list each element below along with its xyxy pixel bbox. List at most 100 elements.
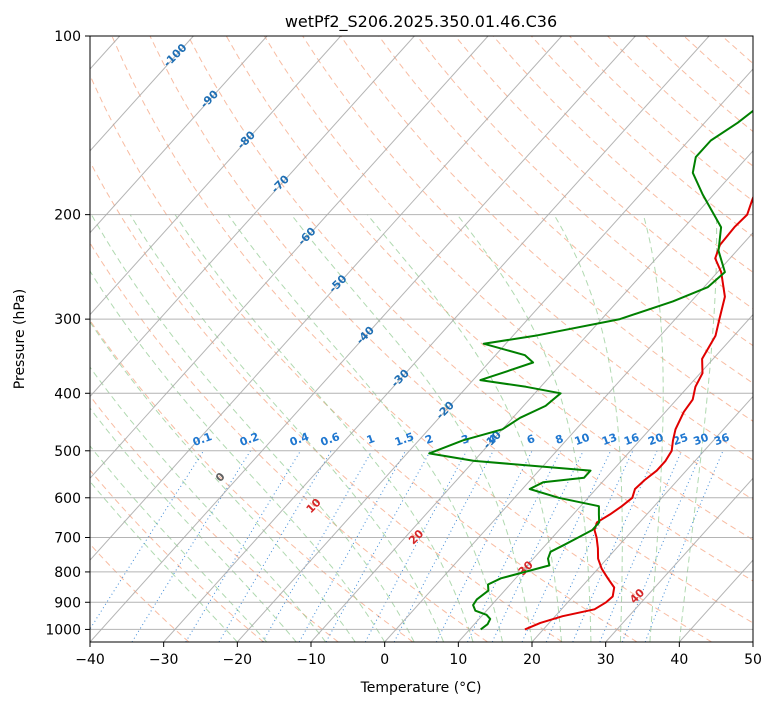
isotherm-line [90, 36, 415, 398]
isotherm-line [163, 36, 710, 642]
dry-adiabat-line [225, 36, 753, 541]
x-tick-label: −20 [223, 652, 253, 668]
moist-adiabat-line [642, 214, 664, 642]
y-tick-label: 600 [54, 491, 81, 507]
y-tick-label: 1000 [45, 622, 81, 638]
isotherm-line [236, 68, 753, 642]
moist-adiabat-line [553, 214, 623, 642]
moist-adiabat-line [129, 214, 445, 642]
y-tick-label: 400 [54, 386, 81, 402]
isotherm-line [531, 395, 753, 642]
mixing-ratio-label: 1 [365, 432, 377, 447]
isotherm-line [310, 150, 753, 642]
mixing-ratio-line [364, 450, 468, 642]
dry-adiabat-line [111, 36, 712, 642]
plot-background-lines [90, 36, 775, 642]
mixing-ratio-label: 4 [486, 432, 498, 447]
axis-ticks: −40 −30 −20 −10 0 10 20 30 40 5010020030040050060… [45, 29, 762, 668]
x-tick-label: −40 [75, 652, 105, 668]
x-tick-label: 0 [380, 652, 389, 668]
dry-adiabat-line [90, 242, 488, 642]
mixing-ratio-line [90, 450, 205, 630]
dry-adiabat-line [90, 160, 563, 642]
x-tick-label: 50 [744, 652, 762, 668]
y-tick-label: 200 [54, 208, 81, 224]
dry-adiabat-line [454, 36, 753, 310]
moist-adiabat-line [456, 214, 592, 642]
isotherm-line [90, 36, 636, 642]
profile-series [428, 109, 753, 631]
mixing-ratio-line [467, 450, 562, 642]
dry-adiabat-line [607, 36, 753, 167]
mixing-ratio-label: 16 [622, 431, 641, 449]
mixing-ratio-label: 30 [692, 431, 711, 449]
x-tick-label: 20 [523, 652, 541, 668]
x-tick-label: 40 [670, 652, 688, 668]
reference-line-labels: -100-90-80-70-60-50-40-30-20-100.1 0.2 0.4… [161, 41, 732, 606]
y-tick-label: 100 [54, 29, 81, 45]
mixing-ratio-label: 25 [671, 431, 690, 448]
mixing-ratio-line [599, 450, 683, 642]
dry-adiabat-line [683, 36, 753, 98]
moist-adiabat-line [90, 270, 386, 642]
moist-adiabat-line [290, 214, 533, 642]
dry-adiabat-line [760, 36, 775, 642]
isotherm-line [605, 477, 753, 642]
isotherm-line [384, 231, 753, 642]
mixing-ratio-line [621, 450, 703, 642]
moist-adiabat-line [90, 321, 356, 642]
isotherm-line [752, 641, 753, 642]
isotherm-line [90, 36, 268, 234]
mixing-ratio-line [185, 450, 301, 642]
y-tick-label: 300 [54, 312, 81, 328]
moist-adiabat-line [367, 214, 562, 642]
mixing-ratio-label: 1.5 [393, 430, 416, 449]
dry-adiabat-line [90, 543, 190, 642]
isotherm-line [90, 36, 342, 316]
dewpoint-profile-line [428, 109, 753, 631]
mixing-ratio-label: 0.1 [191, 430, 214, 449]
mixing-ratio-label: 8 [554, 432, 566, 447]
mixing-ratio-label: 13 [600, 431, 619, 448]
moist-adiabat-line [90, 480, 238, 642]
isotherm-line [457, 313, 753, 642]
dry-adiabat-line [90, 469, 264, 642]
x-tick-label: −30 [149, 652, 179, 668]
dry-adiabat-line [416, 36, 753, 347]
isotherm-line [90, 36, 489, 480]
plot-frame [89, 35, 754, 643]
y-axis-label: Pressure (hPa) [12, 289, 28, 389]
isotherm-line [90, 36, 194, 152]
dry-adiabat-label: 0 [213, 470, 228, 485]
isotherm-line [678, 559, 753, 642]
mixing-ratio-label: 20 [646, 431, 665, 449]
mixing-ratio-line [262, 450, 373, 642]
y-tick-label: 800 [54, 565, 81, 581]
moist-adiabat-line [90, 214, 415, 642]
dry-adiabat-label: 40 [627, 586, 647, 606]
x-axis-label: Temperature (°C) [360, 680, 482, 696]
moist-adiabat-line [678, 214, 718, 642]
isotherm-line [90, 36, 563, 561]
mixing-ratio-label: 10 [573, 431, 592, 449]
moist-adiabat-line [227, 214, 503, 642]
dry-adiabat-line [530, 36, 753, 238]
mixing-ratio-label: 36 [712, 431, 731, 449]
moist-adiabat-line [90, 445, 268, 642]
dry-adiabat-line [378, 36, 753, 384]
mixing-ratio-label: 0.2 [238, 430, 261, 449]
mixing-ratio-label: 6 [525, 432, 537, 447]
mixing-ratio-label: 2 [423, 432, 435, 447]
mixing-ratio-label: 0.6 [319, 430, 342, 449]
chart-title: wetPf2_S206.2025.350.01.46.C36 [285, 12, 557, 32]
temperature-profile-line [524, 195, 753, 631]
mixing-ratio-label: 0.4 [288, 430, 311, 449]
x-tick-label: 30 [597, 652, 615, 668]
dry-adiabat-line [149, 36, 753, 624]
dry-adiabat-line [645, 36, 753, 133]
y-tick-label: 900 [54, 595, 81, 611]
moist-adiabat-line [174, 214, 474, 642]
y-tick-label: 700 [54, 531, 81, 547]
x-tick-label: −10 [296, 652, 326, 668]
